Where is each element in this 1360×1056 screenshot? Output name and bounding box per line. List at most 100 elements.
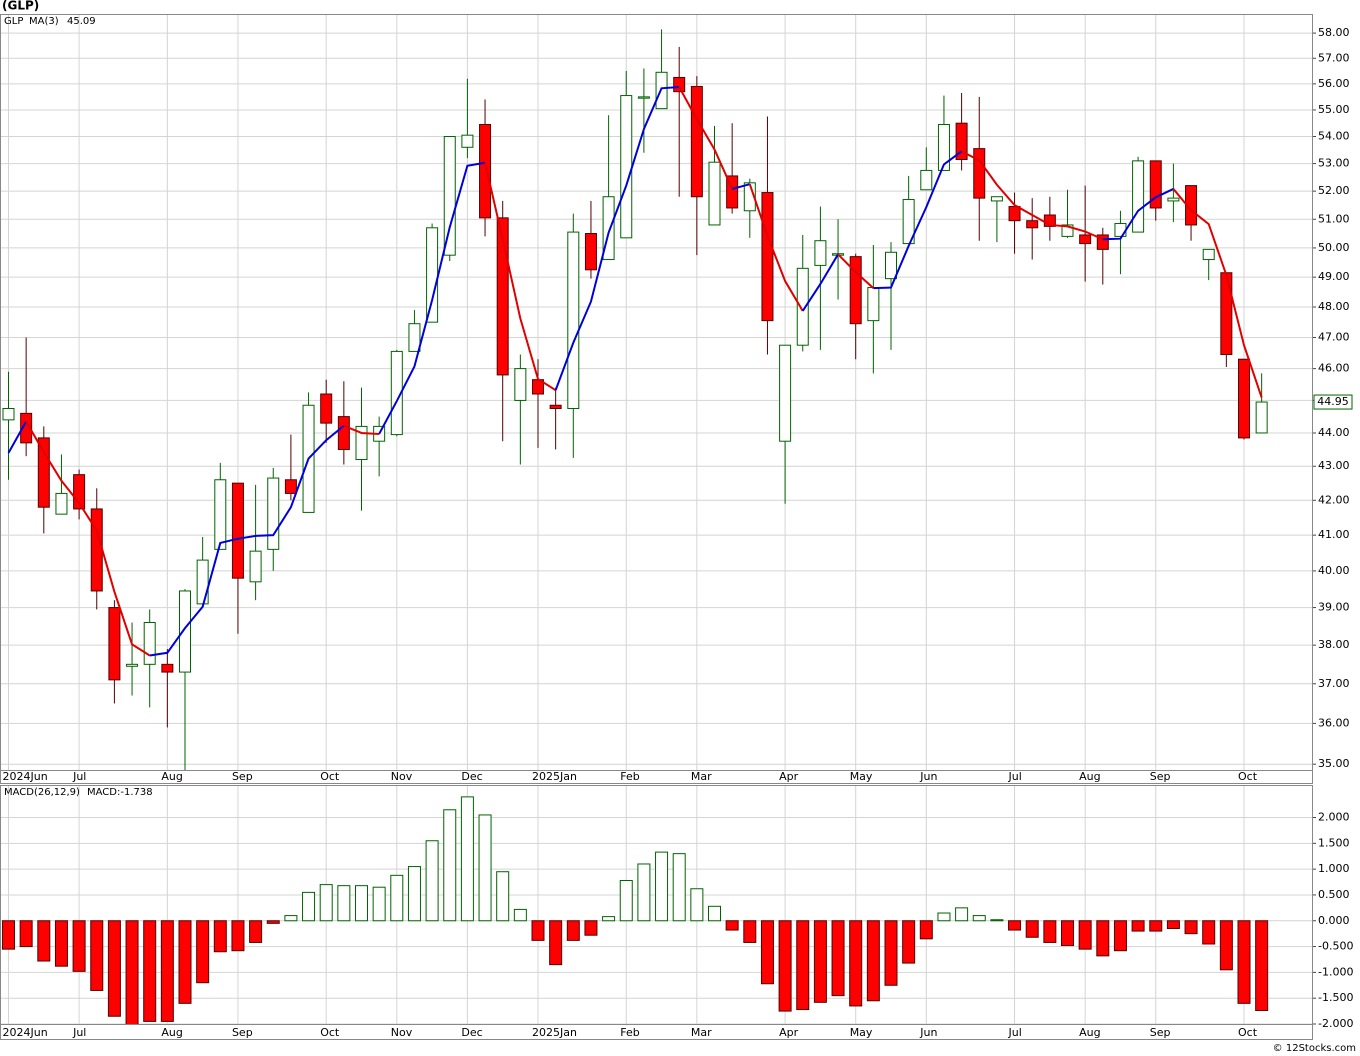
ma-line	[837, 253, 875, 289]
candle-body	[779, 344, 792, 442]
x-tick-label: Sep	[232, 770, 253, 783]
macd-bar	[284, 915, 298, 922]
candle-body	[1185, 185, 1198, 226]
y-tick-label: 53.00	[1318, 157, 1350, 170]
x-tick-label: 2024Jun	[3, 1026, 48, 1039]
x-tick-label: Apr	[779, 1026, 799, 1039]
candle-body	[496, 217, 509, 376]
panel-axes: 35.00 36.00 37.00 38.00 39.00 40.00 41.00 42.00…	[0, 14, 1353, 784]
macd-bar	[1202, 920, 1216, 945]
x-tick-label: Dec	[461, 1026, 482, 1039]
x-tick-label: May	[850, 1026, 873, 1039]
candle-body	[1096, 234, 1109, 250]
y-tick-label: -2.000	[1318, 1017, 1353, 1030]
x-tick-label: Feb	[620, 1026, 639, 1039]
candle-body	[690, 85, 703, 198]
candle-body	[1026, 220, 1039, 229]
ma-line	[801, 253, 839, 312]
macd-bar	[619, 879, 633, 922]
y-tick-label: 57.00	[1318, 51, 1350, 64]
macd-bar	[602, 916, 616, 922]
x-tick-label: 2025Jan	[532, 1026, 577, 1039]
macd-bar	[460, 796, 474, 922]
y-tick-label: -1.500	[1318, 991, 1353, 1004]
y-tick-label: 41.00	[1318, 528, 1350, 541]
macd-bar	[90, 920, 104, 991]
legend-value: -1.738	[120, 787, 152, 798]
y-tick-label: 49.00	[1318, 270, 1350, 283]
x-tick-label: Oct	[320, 1026, 340, 1039]
y-tick-label: -0.500	[1318, 940, 1353, 953]
y-tick-label: 52.00	[1318, 184, 1350, 197]
candle-body	[108, 607, 121, 681]
candle-body	[267, 477, 280, 550]
ma-line	[343, 424, 380, 435]
y-tick-label: 40.00	[1318, 564, 1350, 577]
macd-bar	[1078, 920, 1092, 950]
candle-body	[814, 240, 827, 266]
macd-bar	[2, 920, 15, 950]
x-tick-label: Apr	[779, 770, 799, 783]
macd-bar	[672, 853, 686, 922]
macd-bar	[1061, 920, 1074, 947]
macd-bar	[1149, 920, 1163, 932]
candle-body	[55, 492, 68, 515]
macd-bar	[813, 920, 827, 1003]
ma-line	[149, 424, 345, 657]
y-tick-label: 36.00	[1318, 716, 1350, 729]
x-tick-label: Dec	[461, 770, 482, 783]
legend-entry: GLP	[4, 16, 23, 27]
y-tick-label: 47.00	[1318, 330, 1350, 343]
panel-marks	[2, 796, 1269, 1024]
macd-bar	[196, 920, 210, 984]
macd-bar	[1166, 920, 1180, 930]
candle-body	[355, 425, 368, 461]
x-tick-label: Jun	[919, 770, 937, 783]
macd-bar	[849, 920, 863, 1007]
macd-bar	[319, 884, 333, 922]
candle-body	[73, 474, 86, 510]
macd-bar	[143, 920, 157, 1022]
legend-value: 45.09	[67, 16, 96, 27]
candle-body	[320, 393, 333, 424]
candle-body	[1202, 248, 1215, 261]
candle-body	[973, 148, 986, 199]
candle-body	[1008, 206, 1021, 222]
x-tick-label: 2025Jan	[532, 770, 577, 783]
x-tick-label: Jul	[1008, 1026, 1022, 1039]
x-tick-label: May	[850, 770, 873, 783]
candle-body	[867, 287, 880, 322]
x-tick-label: Nov	[391, 770, 413, 783]
candle-body	[284, 479, 297, 494]
ma-line	[378, 161, 486, 435]
candle-body	[196, 559, 209, 605]
macd-bar	[531, 920, 545, 941]
x-tick-label: Oct	[320, 770, 340, 783]
y-tick-label: 42.00	[1318, 493, 1350, 506]
x-tick-label: Feb	[620, 770, 639, 783]
macd-bar	[72, 920, 86, 972]
candle-body	[620, 95, 633, 239]
candle-body	[567, 231, 580, 409]
macd-bar	[1008, 920, 1022, 931]
x-tick-label: Nov	[391, 1026, 413, 1039]
y-tick-label: 51.00	[1318, 212, 1350, 225]
macd-bar	[178, 920, 192, 1004]
macd-bar	[390, 874, 404, 922]
macd-bar	[972, 915, 986, 922]
macd-bar	[54, 920, 68, 967]
source: © 12Stocks.com	[1273, 1043, 1356, 1054]
candle-body	[443, 136, 456, 256]
candle-body	[231, 482, 244, 579]
ma-line	[961, 150, 1104, 241]
macd-bar	[1237, 920, 1251, 1004]
macd-bar	[407, 866, 421, 922]
candle-body	[1167, 197, 1180, 202]
legend-entry: MA(3)	[29, 16, 59, 27]
candle-body	[849, 256, 862, 325]
macd-bar	[231, 920, 245, 952]
x-tick-label: Aug	[1079, 1026, 1100, 1039]
candle-body	[37, 437, 50, 508]
date-band-frame	[0, 1024, 1313, 1040]
